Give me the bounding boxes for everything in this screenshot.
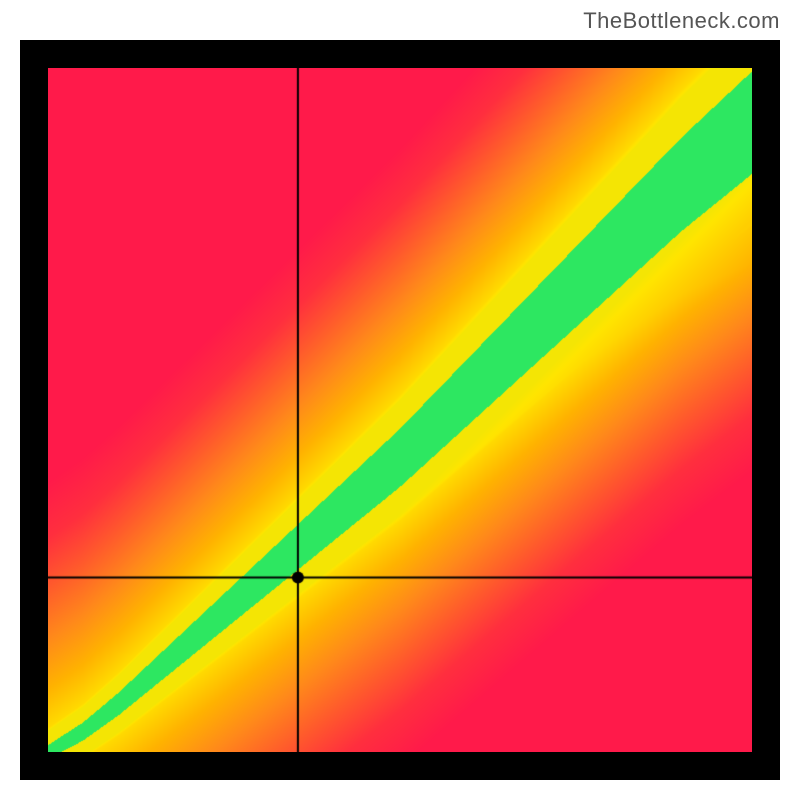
watermark-text: TheBottleneck.com	[583, 8, 780, 34]
plot-frame	[20, 40, 780, 780]
chart-container: TheBottleneck.com	[0, 0, 800, 800]
heatmap-canvas	[48, 68, 752, 752]
